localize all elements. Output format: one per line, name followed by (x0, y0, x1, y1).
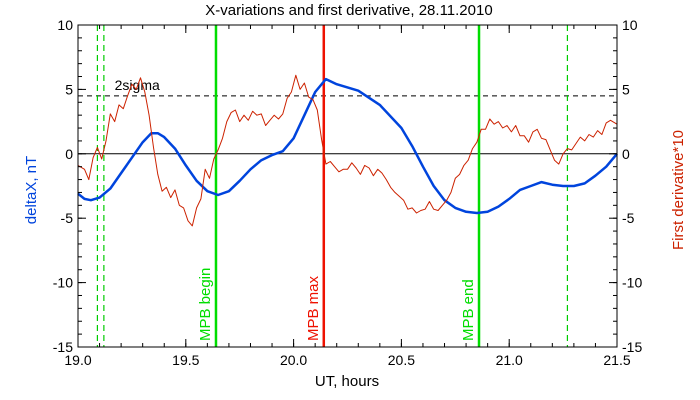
x-tick-label: 20.5 (388, 352, 415, 368)
series-derivative (77, 74, 618, 227)
y-tick-label-left: -10 (53, 275, 73, 291)
x-axis-label: UT, hours (315, 373, 379, 390)
y-tick-label-left: 5 (65, 81, 73, 97)
y-tick-label-right: -5 (622, 210, 635, 226)
x-tick-label: 20.0 (280, 352, 307, 368)
y-tick-label-right: -10 (622, 275, 642, 291)
y-tick-label-left: -5 (61, 210, 74, 226)
x-tick-label: 21.0 (496, 352, 523, 368)
y-axis-label-right: First derivative*10 (670, 130, 687, 250)
y-tick-label-left: 0 (65, 146, 73, 162)
x-tick-label: 21.5 (603, 352, 630, 368)
y-tick-label-right: -15 (622, 339, 642, 355)
sigma-label: 2sigma (115, 77, 160, 93)
series-deltaX (77, 77, 618, 215)
plot-frame (77, 24, 618, 348)
y-axis-label-left: deltaX, nT (23, 156, 40, 224)
axis-layer: 19.0 19.5 20.0 20.5 21.0 21.5-15 -15-10 -10-5 -5… (53, 17, 643, 368)
y-tick-label-right: 0 (622, 146, 630, 162)
x-tick-label: 19.0 (64, 352, 91, 368)
vline-label-mpb-begin: MPB begin (197, 268, 214, 341)
y-tick-label-right: 10 (622, 17, 638, 33)
x-tick-label: 19.5 (172, 352, 199, 368)
vline-label-mpb-end: MPB end (460, 279, 477, 341)
plot-layer: 2sigma MPB begin MPB max MPB end (77, 25, 618, 347)
vline-label-mpb-max: MPB max (305, 275, 322, 341)
y-tick-label-right: 5 (622, 81, 630, 97)
y-tick-label-left: -15 (53, 339, 73, 355)
chart-title: X-variations and first derivative, 28.11… (205, 2, 492, 19)
y-tick-label-left: 10 (57, 17, 73, 33)
